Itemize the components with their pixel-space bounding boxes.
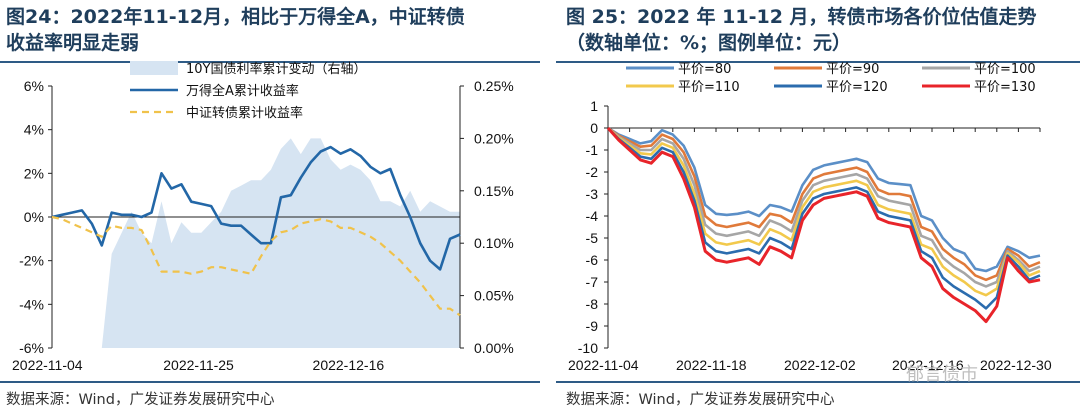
left-y-tick-label: -4%	[19, 296, 44, 312]
left-y-tick-label: 2%	[24, 165, 44, 181]
right-title-line1: 图 25：2022 年 11-12 月，转债市场各价位估值走势	[566, 6, 1037, 28]
right-series-line-平价-100	[607, 126, 1041, 288]
right-y-tick-label: 0.15%	[474, 183, 514, 199]
left-y-tick-label: -6%	[19, 340, 44, 356]
left-title-rule	[0, 61, 540, 63]
left-series-area-10y-bond	[52, 138, 460, 348]
left-y-tick-label: 6%	[24, 78, 44, 94]
right-y-tick-label: 0.10%	[474, 235, 514, 251]
left-title-line1: 图24：2022年11-12月，相比于万得全A，中证转债	[6, 6, 465, 28]
legend-label-平价-80: 平价=80	[678, 62, 731, 77]
legend-label-平价-90: 平价=90	[826, 62, 879, 77]
right-x-tick-label: 2022-12-16	[892, 357, 964, 373]
left-x-tick-label: 2022-11-04	[12, 357, 83, 373]
right-source-note: 数据来源：Wind，广发证券发展研究中心	[566, 392, 835, 408]
right-y-tick-label: -4	[586, 208, 599, 224]
legend-swatch-10y-bond	[130, 61, 178, 75]
right-y-tick-label: -5	[586, 230, 599, 246]
right-title-rule	[556, 61, 1080, 63]
right-y-tick-label: -7	[586, 274, 599, 290]
right-y-tick-label: 0.05%	[474, 288, 514, 304]
right-y-tick-label: 1	[590, 98, 598, 114]
right-y-tick-label: -8	[586, 296, 599, 312]
right-series-line-平价-130	[606, 127, 1041, 324]
left-y-tick-label: -2%	[19, 253, 44, 269]
legend-label-平价-100: 平价=100	[974, 62, 1036, 77]
legend-label-平价-120: 平价=120	[826, 80, 888, 95]
right-y-tick-label: -3	[586, 186, 599, 202]
left-chart: 6% 4% 2% 0% -2% -4% -6% 0.25% 0.20% 0.15% 0.10% 0.0…	[12, 61, 514, 373]
right-x-tick-label: 2022-12-30	[980, 357, 1052, 373]
left-figure-panel: 图24：2022年11-12月，相比于万得全A，中证转债 收益率明显走弱 6% 4…	[0, 6, 540, 408]
right-y-tick-label: -2	[586, 164, 599, 180]
left-source-note: 数据来源：Wind，广发证券发展研究中心	[6, 392, 275, 408]
right-y-tick-label: -10	[578, 340, 598, 356]
right-y-tick-label: 0	[590, 120, 598, 136]
right-series-line-平价-90	[607, 126, 1041, 282]
legend-label-10y-bond: 10Y国债利率累计变动（右轴）	[186, 61, 366, 77]
legend-label-cb-index: 中证转债累计收益率	[186, 105, 303, 121]
left-y-tick-label: 0%	[24, 209, 44, 225]
watermark-text: 郁言债市	[906, 364, 978, 385]
right-y-tick-label: 0.25%	[474, 78, 514, 94]
right-x-tick-label: 2022-11-18	[676, 357, 747, 373]
left-series-line-cb-index	[51, 215, 461, 317]
legend-label-平价-110: 平价=110	[678, 80, 740, 95]
legend-label-平价-130: 平价=130	[974, 80, 1036, 95]
right-y-tick-label: -6	[586, 252, 599, 268]
left-y-tick-label: 4%	[24, 122, 44, 138]
right-title-line2: （数轴单位：%；图例单位：元）	[566, 32, 852, 54]
legend-label-wind-a: 万得全A累计收益率	[186, 83, 299, 99]
right-series-line-平价-80	[607, 126, 1041, 273]
right-y-tick-label: 0.20%	[474, 130, 514, 146]
right-y-tick-label: -1	[586, 142, 599, 158]
left-title-line2: 收益率明显走弱	[6, 32, 140, 54]
right-y-tick-label: -9	[586, 318, 599, 334]
left-x-tick-label: 2022-12-16	[313, 357, 385, 373]
right-series-line-平价-120	[607, 127, 1041, 310]
right-x-tick-label: 2022-11-04	[568, 357, 639, 373]
left-source-rule	[0, 381, 540, 383]
right-y-tick-label: 0.00%	[474, 340, 514, 356]
right-x-tick-label: 2022-12-02	[784, 357, 856, 373]
left-x-tick-label: 2022-11-25	[163, 357, 234, 373]
right-source-rule	[556, 381, 1080, 383]
right-series-line-平价-110	[607, 127, 1041, 297]
left-series-line-wind-a	[51, 145, 461, 271]
right-figure-panel: 图 25：2022 年 11-12 月，转债市场各价位估值走势 （数轴单位：%；…	[556, 0, 1080, 412]
